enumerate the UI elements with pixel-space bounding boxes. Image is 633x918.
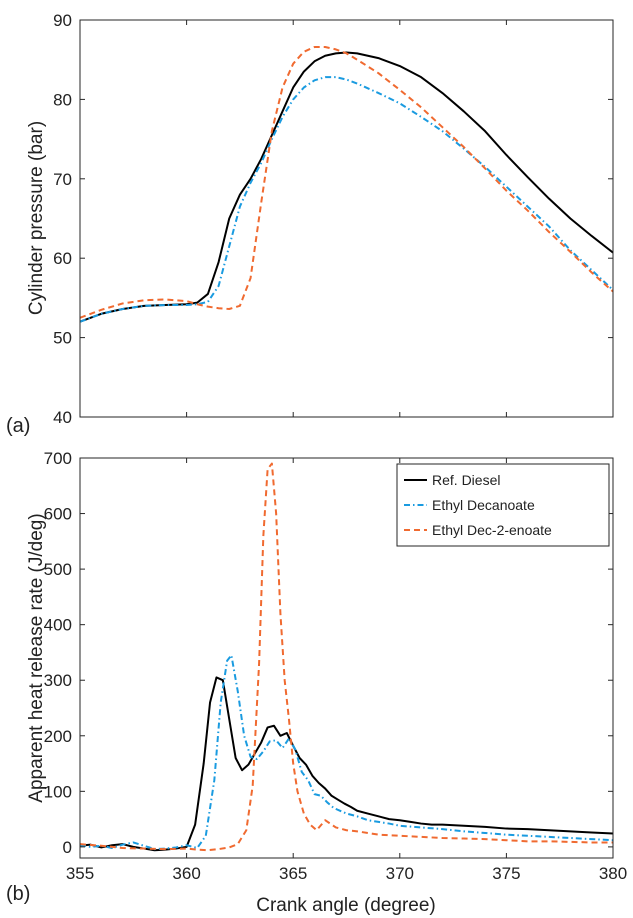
panel-b-y-tick-label: 700 [44,449,72,468]
panel-a-y-tick-label: 70 [53,170,72,189]
legend: Ref. Diesel Ethyl Decanoate Ethyl Dec-2-… [396,463,610,547]
panel-b-y-tick-label: 100 [44,782,72,801]
panel-b-y-tick-label: 200 [44,727,72,746]
panel-a-y-tick-label: 40 [53,408,72,427]
panel-b-x-tick-label: 365 [279,864,307,883]
panel-a-y-tick-label: 90 [53,11,72,30]
panel-a-label: (a) [6,415,30,437]
panel-b-series-ethyl-decanoate [79,654,614,851]
legend-label-ref-diesel: Ref. Diesel [432,472,500,488]
panel-a-series [79,46,614,323]
panel-b-x-tick-label: 370 [386,864,414,883]
panel-b-y-tick-label: 500 [44,560,72,579]
legend-label-ethyl-decanoate: Ethyl Decanoate [432,497,535,513]
panel-a-y-tick-label: 60 [53,249,72,268]
panel-b-y-tick-label: 400 [44,616,72,635]
panel-a: 40 50 60 70 80 90 Cylinder pressure (bar) (a) [6,11,614,437]
panel-b-series [79,462,614,852]
panel-a-y-tick-label: 50 [53,329,72,348]
panel-b-ticks: 0 100 200 300 400 500 600 700 355 360 365 370 375 380 [44,449,628,883]
panel-b-series-ethyl-dec-2-enoate [79,462,613,852]
legend-box [396,463,610,547]
panel-b-x-tick-label: 375 [492,864,520,883]
panel-b-y-tick-label: 600 [44,505,72,524]
panel-b-x-tick-label: 360 [172,864,200,883]
panel-b-frame [79,457,614,859]
panel-a-y-tick-label: 80 [53,90,72,109]
panel-b: 0 100 200 300 400 500 600 700 355 360 365 370 375 380… [6,449,627,916]
panel-b-x-axis-title: Crank angle (degree) [256,895,436,916]
legend-label-ethyl-dec-2-enoate: Ethyl Dec-2-enoate [432,522,552,538]
panel-b-x-tick-label: 380 [599,864,627,883]
panel-b-label: (b) [6,883,30,905]
panel-a-series-ethyl-decanoate [79,76,614,323]
panel-b-y-tick-label: 300 [44,671,72,690]
panel-a-frame [79,19,614,418]
panel-b-y-tick-label: 0 [63,838,72,857]
panel-a-y-axis-title: Cylinder pressure (bar) [26,121,47,315]
panel-b-y-axis-title: Apparent heat release rate (J/deg) [26,513,47,802]
panel-a-ticks: 40 50 60 70 80 90 [53,11,614,427]
panel-a-series-ethyl-dec-2-enoate [79,46,614,319]
panel-b-x-tick-label: 355 [66,864,94,883]
